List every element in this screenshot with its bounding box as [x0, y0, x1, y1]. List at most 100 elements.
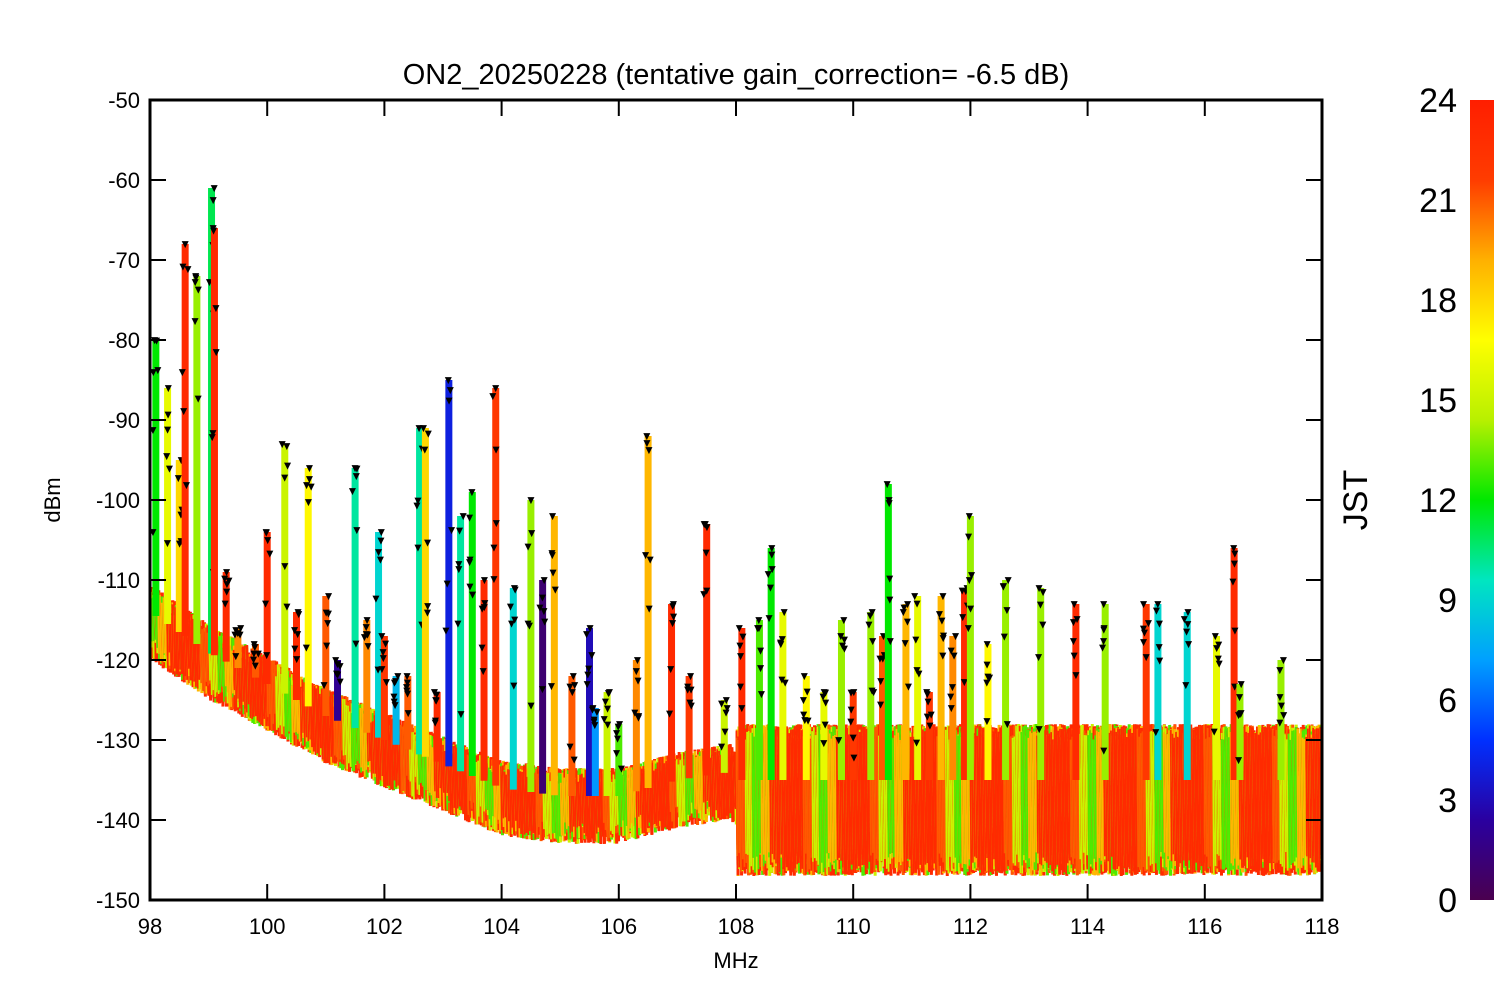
noise-floor-trace: [475, 761, 480, 825]
noise-floor-trace: [503, 771, 508, 818]
noise-floor-trace: [287, 670, 292, 732]
noise-floor-trace: [791, 729, 796, 876]
noise-floor-trace: [580, 773, 585, 824]
noise-floor-trace: [776, 729, 780, 875]
noise-floor-trace: [454, 752, 459, 816]
noise-floor-trace: [774, 729, 779, 864]
noise-floor-trace: [521, 771, 526, 839]
noise-floor-trace: [202, 627, 207, 695]
noise-floor-trace: [218, 636, 223, 693]
noise-floor-trace: [357, 705, 362, 764]
noise-floor-trace: [507, 769, 512, 822]
noise-floor-trace: [489, 770, 494, 826]
noise-floor-trace: [428, 734, 432, 793]
noise-floor-trace: [187, 611, 192, 667]
noise-floor-trace: [609, 771, 613, 831]
noise-floor-trace: [239, 654, 244, 717]
noise-floor-trace: [565, 768, 570, 829]
noise-floor-trace: [399, 724, 404, 795]
noise-floor-trace: [410, 732, 415, 797]
noise-floor-trace: [600, 769, 605, 824]
noise-floor-trace: [797, 728, 802, 863]
noise-floor-trace: [487, 767, 492, 820]
noise-floor-trace: [751, 732, 756, 858]
noise-floor-trace: [716, 753, 721, 818]
chart-title: ON2_20250228 (tentative gain_correction=…: [403, 59, 1070, 91]
noise-floor-trace: [709, 757, 714, 821]
noise-floor-trace: [522, 779, 527, 835]
noise-floor-trace: [556, 781, 561, 843]
noise-floor-trace: [515, 776, 520, 838]
noise-floor-trace: [661, 770, 666, 817]
noise-floor-trace: [788, 738, 793, 872]
noise-floor-trace: [658, 772, 663, 822]
noise-floor-trace: [753, 736, 758, 873]
noise-floor-trace: [171, 604, 176, 675]
noise-floor-trace: [811, 731, 816, 862]
noise-floor-trace: [726, 755, 731, 819]
noise-floor-trace: [660, 770, 664, 831]
noise-floor-trace: [577, 781, 582, 821]
noise-floor-trace: [524, 765, 529, 822]
noise-floor-trace: [315, 688, 320, 754]
noise-floor-trace: [188, 624, 193, 680]
noise-floor-trace: [160, 602, 165, 661]
noise-floor-trace: [343, 699, 348, 756]
noise-floor-trace: [691, 755, 696, 818]
noise-floor-trace: [827, 729, 831, 854]
noise-floor-trace: [665, 760, 670, 816]
noise-floor-trace: [623, 770, 628, 836]
noise-floor-trace: [573, 768, 578, 842]
noise-floor-trace: [466, 754, 471, 815]
noise-floor-trace: [784, 739, 789, 858]
noise-floor-trace: [331, 702, 336, 763]
noise-floor-trace: [828, 733, 833, 863]
noise-floor-trace: [765, 724, 770, 869]
noise-floor-trace: [477, 760, 482, 817]
noise-floor-trace: [245, 659, 250, 713]
noise-floor-trace: [630, 767, 635, 824]
noise-floor-trace: [269, 660, 274, 732]
noise-floor-trace: [150, 598, 155, 642]
noise-floor-trace: [682, 765, 687, 822]
noise-floor-trace: [289, 677, 294, 743]
noise-floor-trace: [813, 727, 817, 859]
noise-floor-trace: [327, 702, 332, 745]
noise-floor-trace: [675, 759, 680, 807]
noise-floor-trace: [533, 772, 538, 835]
noise-floor-trace: [696, 754, 701, 814]
noise-floor-trace: [598, 769, 603, 826]
noise-floor-trace: [311, 685, 316, 747]
noise-floor-trace: [429, 744, 434, 796]
noise-floor-trace: [832, 735, 837, 861]
noise-floor-trace: [651, 762, 656, 815]
noise-floor-trace: [261, 664, 265, 712]
noise-floor-trace: [749, 732, 754, 867]
noise-floor-trace: [800, 738, 805, 859]
noise-floor-trace: [762, 725, 766, 855]
noise-floor-trace: [654, 771, 659, 823]
noise-floor-trace: [310, 688, 315, 741]
noise-floor-trace: [730, 747, 735, 805]
noise-floor-trace: [698, 756, 703, 811]
noise-floor-trace: [452, 753, 457, 805]
noise-floor-trace: [582, 778, 587, 834]
noise-floor-trace: [271, 660, 276, 724]
plot-data-area: ▼▼▼▼▼▼▼▼▼▼▼▼▼▼▼▼▼▼▼▼▼▼▼▼▼▼▼▼▼▼▼▼▼▼▼▼▼▼▼▼…: [150, 181, 1322, 877]
noise-floor-trace: [359, 707, 364, 768]
noise-floor-trace: [610, 781, 615, 834]
noise-floor-trace: [790, 729, 795, 871]
noise-floor-trace: [464, 749, 469, 808]
noise-floor-trace: [628, 766, 633, 829]
noise-floor-trace: [835, 737, 840, 861]
noise-floor-trace: [341, 698, 346, 756]
noise-floor-trace: [313, 685, 318, 745]
noise-floor-trace: [199, 634, 204, 684]
noise-floor-trace: [190, 621, 195, 688]
noise-floor-trace: [795, 739, 800, 855]
noise-floor-trace: [501, 765, 506, 819]
noise-floor-trace: [693, 751, 698, 809]
noise-floor-trace: [642, 773, 647, 834]
noise-floor-trace: [656, 767, 661, 832]
